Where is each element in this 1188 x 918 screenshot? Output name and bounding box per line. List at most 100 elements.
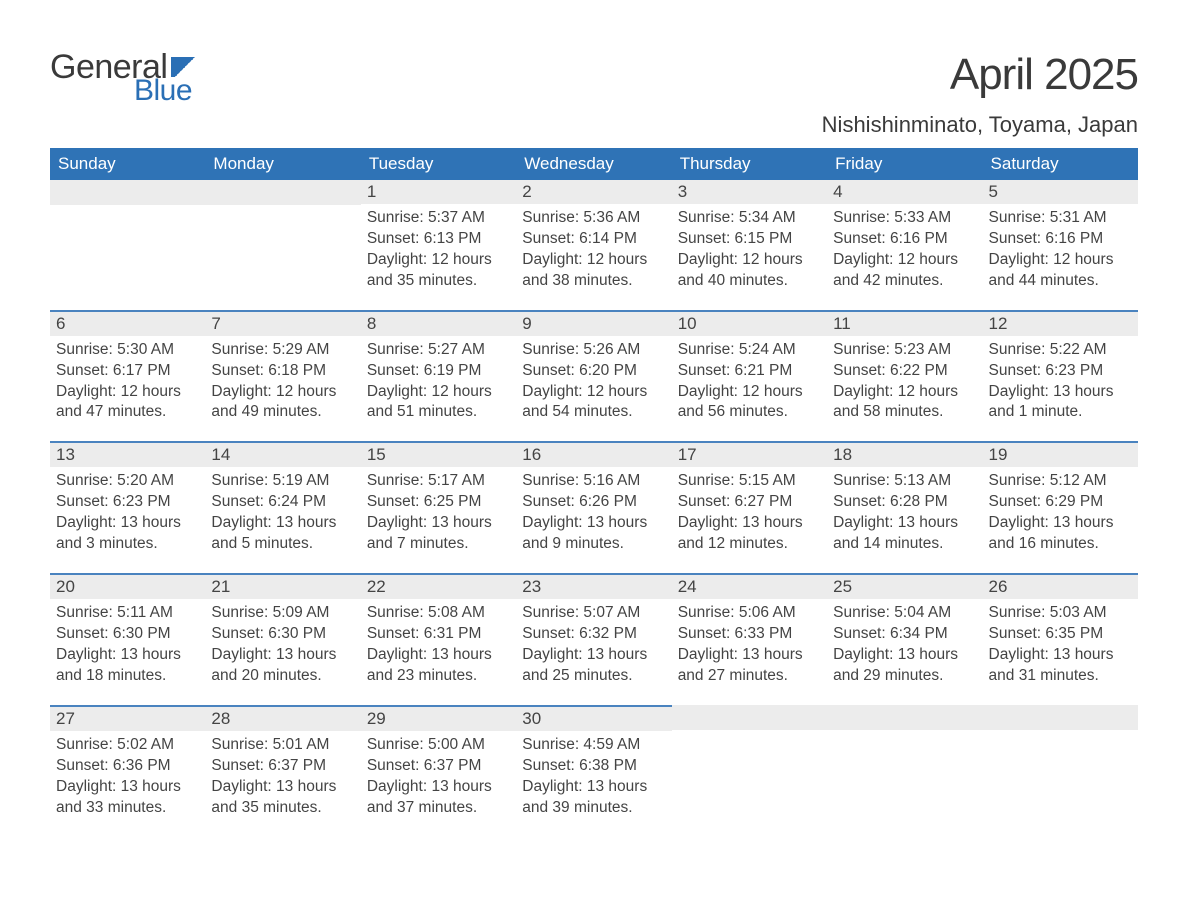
sunset-text: Sunset: 6:33 PM — [678, 624, 819, 645]
sunset-text: Sunset: 6:36 PM — [56, 756, 197, 777]
date-number: 7 — [205, 310, 360, 336]
sunset-text: Sunset: 6:16 PM — [833, 229, 974, 250]
week-row: 1Sunrise: 5:37 AMSunset: 6:13 PMDaylight… — [50, 180, 1138, 310]
sunrise-text: Sunrise: 5:31 AM — [989, 208, 1130, 229]
sunrise-text: Sunrise: 5:27 AM — [367, 340, 508, 361]
day-header: Sunday — [50, 148, 205, 180]
daylight1-text: Daylight: 12 hours — [522, 382, 663, 403]
calendar-cell: 10Sunrise: 5:24 AMSunset: 6:21 PMDayligh… — [672, 310, 827, 442]
date-number — [50, 180, 205, 205]
sunrise-text: Sunrise: 5:11 AM — [56, 603, 197, 624]
sunset-text: Sunset: 6:35 PM — [989, 624, 1130, 645]
calendar-cell: 18Sunrise: 5:13 AMSunset: 6:28 PMDayligh… — [827, 441, 982, 573]
sunrise-text: Sunrise: 5:08 AM — [367, 603, 508, 624]
date-number — [205, 180, 360, 205]
daylight2-text: and 20 minutes. — [211, 666, 352, 687]
header: General Blue April 2025 Nishishinminato,… — [50, 50, 1138, 138]
sunrise-text: Sunrise: 5:01 AM — [211, 735, 352, 756]
date-number: 21 — [205, 573, 360, 599]
week-row: 27Sunrise: 5:02 AMSunset: 6:36 PMDayligh… — [50, 705, 1138, 837]
sunset-text: Sunset: 6:18 PM — [211, 361, 352, 382]
calendar-cell: 22Sunrise: 5:08 AMSunset: 6:31 PMDayligh… — [361, 573, 516, 705]
sunset-text: Sunset: 6:23 PM — [989, 361, 1130, 382]
calendar-cell: 9Sunrise: 5:26 AMSunset: 6:20 PMDaylight… — [516, 310, 671, 442]
sunset-text: Sunset: 6:37 PM — [367, 756, 508, 777]
daylight1-text: Daylight: 13 hours — [211, 513, 352, 534]
sunrise-text: Sunrise: 5:30 AM — [56, 340, 197, 361]
daylight1-text: Daylight: 13 hours — [522, 645, 663, 666]
date-number: 16 — [516, 441, 671, 467]
sunset-text: Sunset: 6:22 PM — [833, 361, 974, 382]
calendar: SundayMondayTuesdayWednesdayThursdayFrid… — [50, 148, 1138, 836]
calendar-cell: 8Sunrise: 5:27 AMSunset: 6:19 PMDaylight… — [361, 310, 516, 442]
title-block: April 2025 Nishishinminato, Toyama, Japa… — [822, 50, 1138, 138]
day-header: Saturday — [983, 148, 1138, 180]
sunset-text: Sunset: 6:28 PM — [833, 492, 974, 513]
daylight1-text: Daylight: 12 hours — [833, 382, 974, 403]
date-number: 15 — [361, 441, 516, 467]
daylight2-text: and 27 minutes. — [678, 666, 819, 687]
daylight1-text: Daylight: 13 hours — [211, 777, 352, 798]
date-number — [983, 705, 1138, 730]
sunset-text: Sunset: 6:31 PM — [367, 624, 508, 645]
sunset-text: Sunset: 6:16 PM — [989, 229, 1130, 250]
sunset-text: Sunset: 6:30 PM — [211, 624, 352, 645]
sunset-text: Sunset: 6:25 PM — [367, 492, 508, 513]
daylight1-text: Daylight: 13 hours — [367, 513, 508, 534]
sunset-text: Sunset: 6:17 PM — [56, 361, 197, 382]
daylight2-text: and 54 minutes. — [522, 402, 663, 423]
daylight1-text: Daylight: 13 hours — [56, 513, 197, 534]
daylight1-text: Daylight: 12 hours — [522, 250, 663, 271]
calendar-cell: 7Sunrise: 5:29 AMSunset: 6:18 PMDaylight… — [205, 310, 360, 442]
daylight1-text: Daylight: 13 hours — [678, 645, 819, 666]
calendar-cell: 30Sunrise: 4:59 AMSunset: 6:38 PMDayligh… — [516, 705, 671, 837]
sunrise-text: Sunrise: 5:23 AM — [833, 340, 974, 361]
sunrise-text: Sunrise: 5:06 AM — [678, 603, 819, 624]
daylight1-text: Daylight: 13 hours — [367, 777, 508, 798]
weeks-container: 1Sunrise: 5:37 AMSunset: 6:13 PMDaylight… — [50, 180, 1138, 836]
daylight2-text: and 35 minutes. — [367, 271, 508, 292]
daylight2-text: and 44 minutes. — [989, 271, 1130, 292]
daylight1-text: Daylight: 13 hours — [989, 513, 1130, 534]
daylight1-text: Daylight: 13 hours — [678, 513, 819, 534]
daylight1-text: Daylight: 13 hours — [833, 645, 974, 666]
daylight1-text: Daylight: 13 hours — [522, 513, 663, 534]
date-number: 20 — [50, 573, 205, 599]
sunrise-text: Sunrise: 5:34 AM — [678, 208, 819, 229]
daylight2-text: and 42 minutes. — [833, 271, 974, 292]
daylight2-text: and 3 minutes. — [56, 534, 197, 555]
sunrise-text: Sunrise: 5:00 AM — [367, 735, 508, 756]
sunset-text: Sunset: 6:32 PM — [522, 624, 663, 645]
daylight2-text: and 40 minutes. — [678, 271, 819, 292]
date-number: 18 — [827, 441, 982, 467]
calendar-cell — [50, 180, 205, 310]
sunrise-text: Sunrise: 4:59 AM — [522, 735, 663, 756]
date-number: 3 — [672, 180, 827, 204]
calendar-cell: 20Sunrise: 5:11 AMSunset: 6:30 PMDayligh… — [50, 573, 205, 705]
week-row: 6Sunrise: 5:30 AMSunset: 6:17 PMDaylight… — [50, 310, 1138, 442]
date-number: 26 — [983, 573, 1138, 599]
sunrise-text: Sunrise: 5:22 AM — [989, 340, 1130, 361]
sunset-text: Sunset: 6:34 PM — [833, 624, 974, 645]
logo-word-blue: Blue — [134, 76, 192, 106]
sunset-text: Sunset: 6:13 PM — [367, 229, 508, 250]
date-number: 5 — [983, 180, 1138, 204]
day-header: Wednesday — [516, 148, 671, 180]
daylight1-text: Daylight: 12 hours — [989, 250, 1130, 271]
calendar-cell: 12Sunrise: 5:22 AMSunset: 6:23 PMDayligh… — [983, 310, 1138, 442]
calendar-cell: 5 Sunrise: 5:31 AMSunset: 6:16 PMDaylight… — [983, 180, 1138, 310]
calendar-cell: 2Sunrise: 5:36 AMSunset: 6:14 PMDaylight… — [516, 180, 671, 310]
daylight2-text: and 58 minutes. — [833, 402, 974, 423]
sunrise-text: Sunrise: 5:24 AM — [678, 340, 819, 361]
daylight2-text: and 38 minutes. — [522, 271, 663, 292]
day-header: Monday — [205, 148, 360, 180]
calendar-cell: 19Sunrise: 5:12 AMSunset: 6:29 PMDayligh… — [983, 441, 1138, 573]
daylight2-text: and 39 minutes. — [522, 798, 663, 819]
sunrise-text: Sunrise: 5:07 AM — [522, 603, 663, 624]
calendar-cell: 4Sunrise: 5:33 AMSunset: 6:16 PMDaylight… — [827, 180, 982, 310]
logo: General Blue — [50, 50, 199, 106]
date-number: 10 — [672, 310, 827, 336]
date-number: 14 — [205, 441, 360, 467]
day-header: Friday — [827, 148, 982, 180]
date-number: 2 — [516, 180, 671, 204]
